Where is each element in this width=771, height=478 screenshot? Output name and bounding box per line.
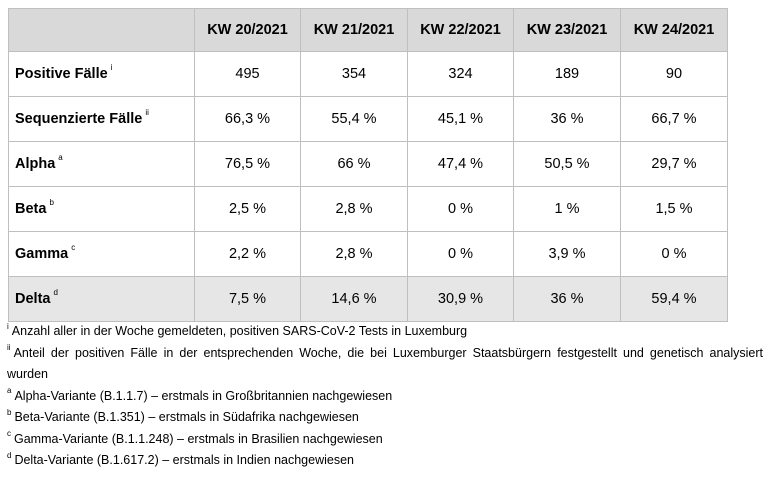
column-header: KW 23/2021 [513,8,621,52]
footnote-mark: b [7,407,12,417]
column-header: KW 20/2021 [194,8,301,52]
table-cell: 0 % [407,231,514,277]
table-cell: 36 % [513,96,621,142]
table-cell: 1,5 % [620,186,728,232]
table-cell: 1 % [513,186,621,232]
table-row-gamma: Gamma c 2,2 % 2,8 % 0 % 3,9 % 0 % [8,231,728,277]
table-cell: 189 [513,51,621,97]
row-label-cell: Beta b [8,186,195,232]
footnote-mark: d [53,288,58,298]
footnotes: i Anzahl aller in der Woche gemeldeten, p… [7,321,763,472]
table-row-sequenced-cases: Sequenzierte Fälle ii 66,3 % 55,4 % 45,1 … [8,96,728,142]
footnote-text: Gamma-Variante (B.1.1.248) – erstmals in… [14,431,383,446]
footnote-mark: ii [145,108,149,118]
footnote-item: i Anzahl aller in der Woche gemeldeten, p… [7,321,763,343]
footnote-item: b Beta-Variante (B.1.351) – erstmals in S… [7,407,763,429]
row-label: Sequenzierte Fälle [15,111,143,127]
table-row-positive-cases: Positive Fälle i 495 354 324 189 90 [8,51,728,97]
footnote-mark: a [7,386,12,396]
footnote-mark: ii [7,343,11,353]
footnote-text: Alpha-Variante (B.1.1.7) – erstmals in G… [14,388,393,403]
table-cell: 66 % [300,141,408,187]
table-cell: 50,5 % [513,141,621,187]
table-cell: 29,7 % [620,141,728,187]
table-cell: 55,4 % [300,96,408,142]
table-cell: 36 % [513,276,621,322]
row-label: Beta [15,201,47,217]
footnote-text: Delta-Variante (B.1.617.2) – erstmals in… [14,453,354,467]
header-row: KW 20/2021 KW 21/2021 KW 22/2021 KW 23/2… [8,8,728,52]
table-cell: 45,1 % [407,96,514,142]
variant-table-container: KW 20/2021 KW 21/2021 KW 22/2021 KW 23/2… [8,8,728,322]
row-label-cell: Alpha a [8,141,195,187]
row-label: Gamma [15,246,69,262]
footnote-item: ii Anteil der positiven Fälle in der ents… [7,343,763,386]
table-cell: 2,2 % [194,231,301,277]
table-row-delta: Delta d 7,5 % 14,6 % 30,9 % 36 % 59,4 % [8,276,728,322]
column-header: KW 22/2021 [407,8,514,52]
table-cell: 324 [407,51,514,97]
table-cell: 354 [300,51,408,97]
footnote-text: Beta-Variante (B.1.351) – erstmals in Sü… [14,410,359,424]
table-cell: 90 [620,51,728,97]
table-cell: 14,6 % [300,276,408,322]
footnote-mark: c [7,429,11,439]
footnote-text: Anteil der positiven Fälle in der entspr… [7,345,763,382]
table-cell: 2,8 % [300,231,408,277]
table-cell: 2,5 % [194,186,301,232]
row-label: Delta [15,291,51,307]
header-corner-cell [8,8,195,52]
footnote-text: Anzahl aller in der Woche gemeldeten, po… [11,324,468,338]
footnote-item: a Alpha-Variante (B.1.1.7) – erstmals in … [7,386,763,408]
footnote-mark: c [71,243,76,253]
table-cell: 495 [194,51,301,97]
table-cell: 0 % [407,186,514,232]
row-label-cell: Delta d [8,276,195,322]
column-header: KW 24/2021 [620,8,728,52]
table-cell: 2,8 % [300,186,408,232]
row-label-cell: Positive Fälle i [8,51,195,97]
row-label: Alpha [15,156,56,172]
footnote-item: c Gamma-Variante (B.1.1.248) – erstmals i… [7,429,763,451]
table-cell: 7,5 % [194,276,301,322]
footnote-mark: a [58,153,63,163]
table-cell: 66,7 % [620,96,728,142]
table-cell: 47,4 % [407,141,514,187]
table-cell: 76,5 % [194,141,301,187]
table-cell: 0 % [620,231,728,277]
row-label-cell: Gamma c [8,231,195,277]
footnote-mark: d [7,450,12,460]
table-row-alpha: Alpha a 76,5 % 66 % 47,4 % 50,5 % 29,7 % [8,141,728,187]
table-cell: 30,9 % [407,276,514,322]
row-label-cell: Sequenzierte Fälle ii [8,96,195,142]
table-cell: 3,9 % [513,231,621,277]
row-label: Positive Fälle [15,66,108,82]
footnote-mark: b [49,198,54,208]
column-header: KW 21/2021 [300,8,408,52]
variant-table: KW 20/2021 KW 21/2021 KW 22/2021 KW 23/2… [8,8,728,322]
table-cell: 59,4 % [620,276,728,322]
footnote-mark: i [7,321,9,331]
footnote-mark: i [110,63,113,73]
footnote-item: d Delta-Variante (B.1.617.2) – erstmals i… [7,450,763,472]
table-row-beta: Beta b 2,5 % 2,8 % 0 % 1 % 1,5 % [8,186,728,232]
table-cell: 66,3 % [194,96,301,142]
